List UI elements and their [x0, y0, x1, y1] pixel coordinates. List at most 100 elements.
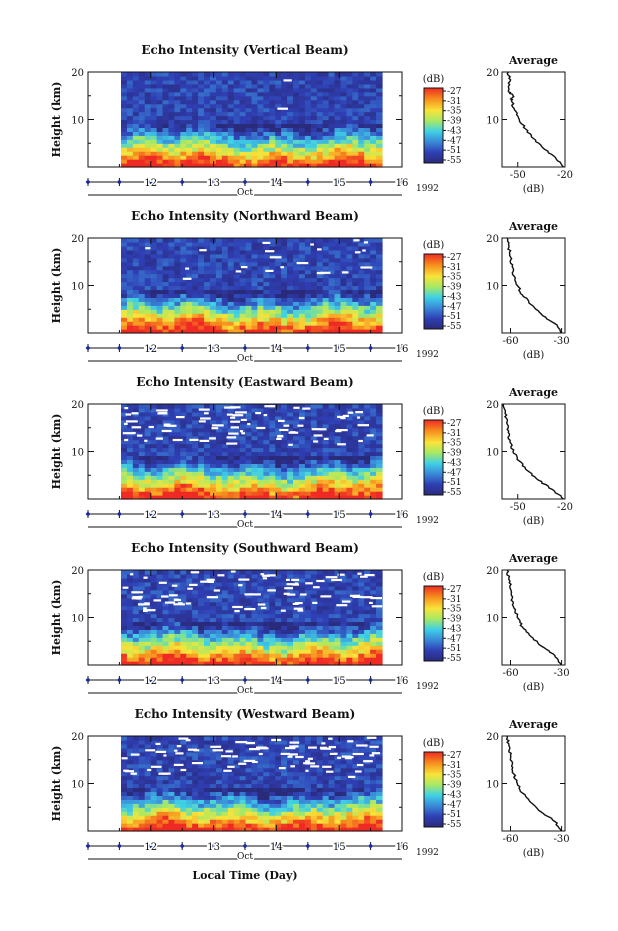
- data-gap: [224, 406, 236, 409]
- heatmap-cell: [150, 404, 158, 409]
- heatmap-cell: [275, 617, 282, 623]
- heatmap-cell: [257, 249, 264, 255]
- heatmap-cell: [346, 95, 353, 101]
- heatmap-cell: [251, 127, 259, 132]
- heatmap-cell: [174, 147, 181, 152]
- heatmap-cell: [221, 479, 229, 484]
- heatmap-cell: [180, 301, 187, 306]
- heatmap-cell: [150, 479, 158, 484]
- heatmap-cell: [150, 661, 158, 666]
- colorbar-unit: (dB): [423, 406, 445, 417]
- data-gap: [360, 266, 373, 269]
- heatmap-cell: [233, 661, 241, 666]
- heatmap-cell: [275, 657, 282, 662]
- heatmap-cell: [352, 72, 359, 77]
- heatmap-cell: [168, 479, 175, 484]
- heatmap-cell: [156, 767, 164, 773]
- heatmap-cell: [322, 135, 330, 140]
- heatmap-cell: [275, 155, 282, 160]
- heatmap-cell: [310, 289, 318, 295]
- data-gap: [124, 438, 129, 442]
- heatmap-cell: [340, 111, 348, 117]
- heatmap-cell: [227, 293, 235, 298]
- heatmap-cell: [132, 155, 140, 160]
- heatmap-cell: [162, 72, 170, 77]
- heatmap-cell: [192, 423, 199, 429]
- heatmap-cell: [251, 415, 259, 421]
- heatmap-cell: [251, 637, 259, 642]
- heatmap-cell: [328, 249, 336, 255]
- heatmap-cell: [334, 447, 342, 453]
- heatmap-cell: [269, 261, 276, 267]
- heatmap-cell: [162, 629, 170, 634]
- heatmap-cell: [310, 577, 318, 583]
- heatmap-cell: [352, 645, 359, 650]
- heatmap-cell: [316, 601, 324, 607]
- heatmap-cell: [364, 605, 371, 611]
- heatmap-cell: [126, 329, 134, 334]
- heatmap-cell: [364, 75, 371, 81]
- heatmap-cell: [192, 411, 199, 417]
- heatmap-cell: [204, 293, 211, 298]
- heatmap-cell: [121, 273, 128, 279]
- heatmap-cell: [121, 281, 128, 287]
- heatmap-cell: [346, 281, 353, 287]
- heatmap-cell: [304, 657, 312, 662]
- data-gap: [313, 586, 320, 589]
- heatmap-cell: [281, 653, 288, 658]
- heatmap-cell: [227, 597, 235, 603]
- heatmap-cell: [275, 253, 282, 259]
- heatmap-cell: [245, 99, 253, 105]
- heatmap-cell: [132, 585, 140, 591]
- heatmap-cell: [156, 325, 164, 330]
- heatmap-cell: [340, 613, 348, 619]
- heatmap-cell: [275, 123, 282, 129]
- heatmap-cell: [376, 261, 383, 267]
- heatmap-cell: [269, 131, 276, 136]
- heatmap-cell: [364, 495, 371, 500]
- heatmap-cell: [150, 423, 158, 429]
- heatmap-cell: [198, 159, 205, 164]
- heatmap-cell: [204, 281, 211, 287]
- heatmap-cell: [251, 455, 259, 461]
- heatmap-cell: [204, 151, 211, 156]
- heatmap-cell: [138, 803, 146, 808]
- heatmap-cell: [251, 79, 259, 85]
- heatmap-cell: [346, 249, 353, 255]
- heatmap-cell: [304, 597, 312, 603]
- heatmap-cell: [138, 649, 146, 654]
- heatmap-cell: [198, 573, 205, 579]
- heatmap-cell: [298, 277, 306, 283]
- heatmap-cell: [352, 431, 359, 437]
- heatmap-cell: [150, 495, 158, 500]
- heatmap-cell: [239, 95, 247, 101]
- heatmap-cell: [186, 570, 193, 575]
- heatmap-cell: [334, 123, 342, 129]
- heatmap-cell: [239, 151, 247, 156]
- heatmap-cell: [322, 151, 330, 156]
- heatmap-cell: [132, 491, 140, 496]
- heatmap-cell: [340, 593, 348, 599]
- heatmap-cell: [156, 649, 164, 654]
- heatmap-cell: [304, 407, 312, 413]
- heatmap-cell: [334, 159, 342, 164]
- heatmap-cell: [233, 103, 241, 109]
- heatmap-cell: [239, 427, 247, 433]
- heatmap-cell: [364, 641, 371, 646]
- heatmap-cell: [251, 597, 259, 603]
- heatmap-cell: [138, 759, 146, 765]
- heatmap-cell: [346, 431, 353, 437]
- heatmap-cell: [121, 471, 128, 476]
- heatmap-cell: [245, 581, 253, 587]
- heatmap-cell: [352, 570, 359, 575]
- heatmap-cell: [275, 589, 282, 595]
- heatmap-cell: [198, 427, 205, 433]
- heatmap-cell: [180, 143, 187, 148]
- heatmap-cell: [186, 645, 193, 650]
- data-gap: [297, 609, 304, 612]
- heatmap-cell: [281, 483, 288, 488]
- heatmap-cell: [221, 107, 229, 113]
- data-gap: [316, 579, 325, 583]
- heatmap-cell: [138, 570, 146, 575]
- heatmap-cell: [192, 427, 199, 433]
